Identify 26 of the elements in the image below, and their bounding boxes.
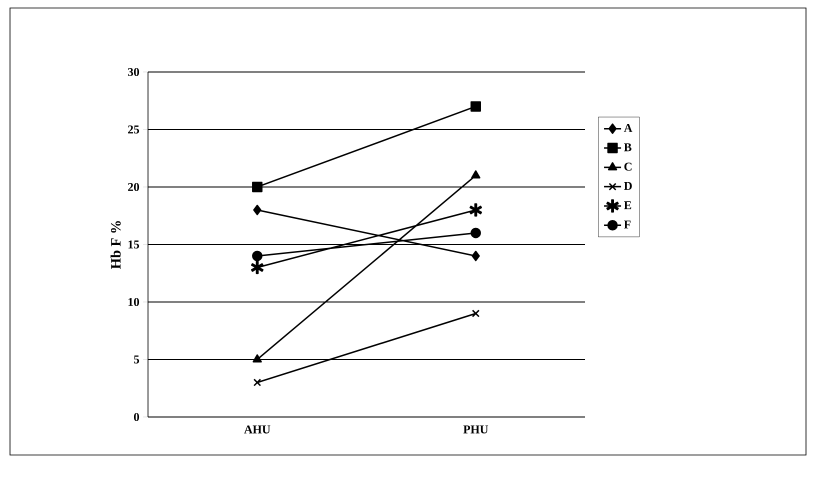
- point: [470, 203, 482, 217]
- y-tick-label: 25: [128, 125, 140, 134]
- y-tick-label: 0: [134, 412, 140, 422]
- y-tick-label: 20: [128, 182, 140, 192]
- point: [251, 260, 264, 274]
- point: [470, 228, 481, 238]
- y-axis-title: Hb F %: [110, 221, 121, 269]
- point: [472, 250, 480, 262]
- legend-label: D: [624, 182, 632, 190]
- point: [253, 378, 262, 386]
- point: [253, 204, 262, 216]
- point: [252, 182, 262, 192]
- legend-label: A: [624, 124, 632, 132]
- legend-label: E: [624, 201, 632, 210]
- y-tick-label: 30: [128, 68, 140, 76]
- point: [252, 250, 262, 262]
- y-tick-label: 15: [128, 240, 140, 248]
- legend-label: B: [624, 143, 632, 152]
- y-tick-label: 10: [128, 298, 140, 306]
- y-tick-label: 5: [134, 356, 140, 364]
- point: [470, 101, 481, 112]
- legend-label: F: [624, 220, 631, 228]
- point: [472, 310, 480, 318]
- legend-label: C: [624, 162, 632, 171]
- x-tick-label: AHU: [244, 425, 270, 434]
- x-tick-label: PHU: [463, 425, 488, 434]
